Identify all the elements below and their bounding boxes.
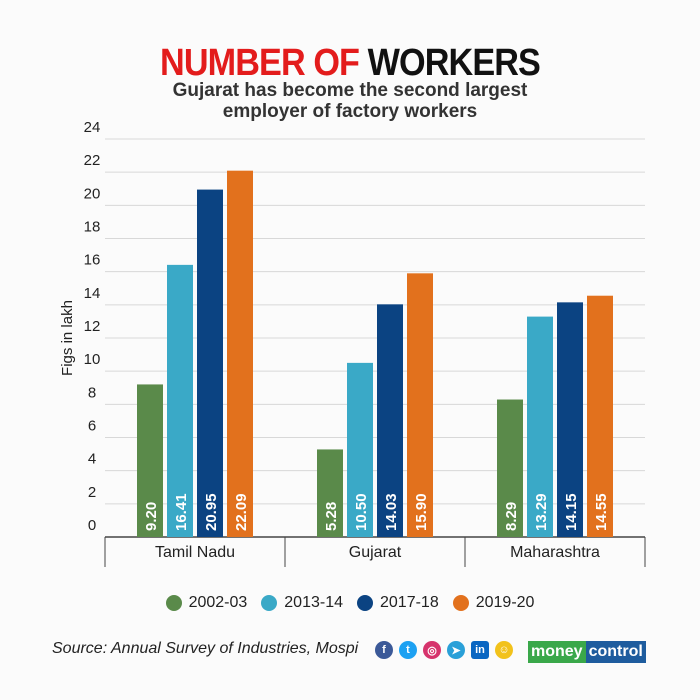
y-tick-label: 22 xyxy=(84,152,101,169)
legend-swatch xyxy=(452,595,469,611)
data-label: 16.41 xyxy=(173,493,190,531)
legend-label: 2017-18 xyxy=(380,594,439,611)
y-tick-label: 18 xyxy=(84,219,101,236)
y-tick-label: 20 xyxy=(84,185,101,202)
bar xyxy=(227,170,253,537)
bar xyxy=(407,273,433,537)
chart-title: NUMBER OF WORKERS xyxy=(160,42,541,84)
data-label: 10.50 xyxy=(353,493,370,531)
twitter-icon[interactable]: t xyxy=(399,641,417,659)
y-tick-label: 4 xyxy=(88,451,96,468)
legend-item: 2013-14 xyxy=(261,594,343,612)
y-tick-label: 12 xyxy=(84,318,101,335)
bar xyxy=(497,399,523,537)
legend-swatch xyxy=(261,595,278,611)
data-label: 20.95 xyxy=(203,493,220,531)
data-label: 5.28 xyxy=(323,502,340,531)
x-tick-label: Tamil Nadu xyxy=(155,544,235,561)
data-label: 14.03 xyxy=(383,493,400,531)
y-tick-label: 6 xyxy=(88,418,96,435)
y-tick-label: 16 xyxy=(84,252,101,269)
source-note: Source: Annual Survey of Industries, Mos… xyxy=(52,640,359,657)
y-tick-label: 8 xyxy=(88,384,96,401)
x-tick-label: Gujarat xyxy=(349,544,402,561)
y-tick-label: 0 xyxy=(88,517,96,534)
data-label: 13.29 xyxy=(533,493,550,531)
bar xyxy=(197,189,223,537)
moneycontrol-logo: money control xyxy=(528,641,646,663)
facebook-icon[interactable]: f xyxy=(375,641,393,659)
legend-label: 2013-14 xyxy=(284,594,343,611)
legend-item: 2019-20 xyxy=(452,594,535,612)
y-tick-label: 24 xyxy=(84,119,101,136)
legend-label: 2002-03 xyxy=(188,594,248,611)
telegram-icon[interactable]: ➤ xyxy=(447,641,465,659)
legend-label: 2019-20 xyxy=(475,594,535,611)
data-label: 14.15 xyxy=(563,493,580,531)
instagram-icon[interactable]: ◎ xyxy=(423,641,441,659)
legend-item: 2017-18 xyxy=(357,594,439,612)
legend-swatch xyxy=(165,595,182,611)
data-label: 8.29 xyxy=(503,502,520,531)
data-label: 22.09 xyxy=(233,493,250,531)
bar xyxy=(317,449,343,537)
linkedin-icon[interactable]: in xyxy=(471,641,489,659)
chart-subtitle: Gujarat has become the second largest emp… xyxy=(172,80,528,122)
data-label: 9.20 xyxy=(143,502,160,531)
bar xyxy=(347,362,373,537)
data-label: 14.55 xyxy=(593,493,610,531)
data-label: 15.90 xyxy=(413,493,430,531)
y-tick-label: 2 xyxy=(88,484,96,501)
bar xyxy=(587,295,613,537)
legend-swatch xyxy=(357,595,373,611)
snapchat-icon[interactable]: ☺ xyxy=(495,641,513,659)
bar xyxy=(557,302,583,537)
bar xyxy=(137,384,163,537)
y-tick-label: 14 xyxy=(84,285,101,302)
y-axis-label: Figs in lakh xyxy=(59,300,76,376)
bar xyxy=(377,304,403,537)
x-tick-label: Maharashtra xyxy=(510,544,600,561)
social-icons: f t ◎ ➤ in ☺ xyxy=(375,641,513,659)
legend-item: 2002-03 xyxy=(165,594,248,612)
bar xyxy=(167,264,193,537)
bar xyxy=(527,316,553,537)
legend: 2002-03 2013-14 2017-18 2019-20 xyxy=(0,594,700,612)
y-tick-label: 10 xyxy=(84,351,101,368)
